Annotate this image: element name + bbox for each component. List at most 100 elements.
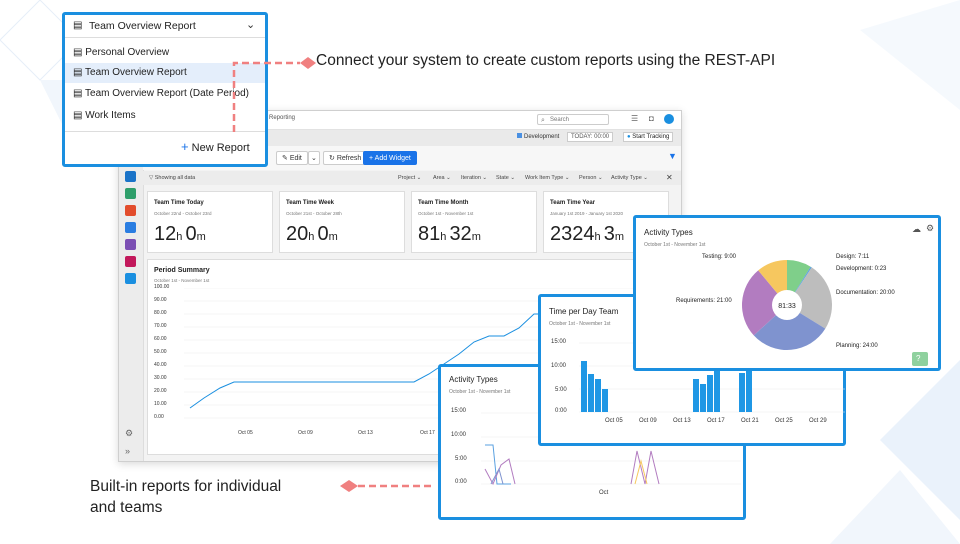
card-sub: October 21st - October 28th [286, 211, 342, 216]
filter-area[interactable]: Area ⌄ [433, 175, 451, 181]
card-sub: January 1st 2019 - January 1st 2020 [550, 211, 624, 216]
period-y-tick: 90.00 [154, 297, 167, 303]
left-nav: ⚙ » [119, 146, 144, 461]
y-tick: 5:00 [555, 387, 567, 393]
card-value: 12h 0m [154, 223, 206, 245]
pipelines-icon[interactable] [125, 222, 136, 233]
y-tick: 0:00 [455, 479, 467, 485]
start-tracking-button[interactable]: ● Start Tracking [623, 132, 674, 142]
dropdown-header[interactable]: ▤ Team Overview Report ⌄ [65, 15, 265, 38]
repos-icon[interactable] [125, 188, 136, 199]
card-title: Team Time Today [154, 200, 204, 206]
widget-title: Time per Day Team [549, 307, 619, 316]
boards-icon[interactable] [125, 171, 136, 182]
development-tag[interactable]: Development [517, 133, 559, 140]
artifacts-icon[interactable] [125, 256, 136, 267]
y-tick: 10:00 [551, 363, 567, 369]
period-y-tick: 100.00 [154, 284, 170, 290]
pie-center [772, 290, 802, 320]
y-tick: 5:00 [455, 456, 467, 462]
card-today[interactable]: Team Time Today October 22nd - October 2… [147, 191, 273, 253]
report-dropdown[interactable]: ▤ Team Overview Report ⌄ ▤ Personal Over… [62, 12, 268, 167]
new-report-button[interactable]: + New Report [181, 139, 250, 154]
bottom-callout-connector [340, 480, 432, 492]
report-icon: ▤ [73, 88, 86, 99]
card-title: Team Time Year [550, 200, 596, 206]
timetracker-icon[interactable] [125, 273, 136, 284]
x-tick: Oct [599, 490, 609, 496]
play-icon: ● [627, 134, 631, 140]
edit-dropdown[interactable]: ⌄ [308, 151, 320, 165]
settings-icon[interactable]: ⚙ [125, 428, 134, 438]
widget-sub: October 1st - November 1st [644, 242, 706, 248]
pie-slice-3[interactable] [753, 305, 826, 350]
search-icon: ⌕ [541, 117, 545, 124]
filter-iteration[interactable]: Iteration ⌄ [461, 175, 488, 181]
filter-person[interactable]: Person ⌄ [579, 175, 603, 181]
dropdown-item-team-overview-date[interactable]: ▤ Team Overview Report (Date Period) [73, 88, 249, 99]
card-week[interactable]: Team Time Week October 21st - October 28… [279, 191, 405, 253]
activity-types-pie-widget[interactable]: Activity Types October 1st - November 1s… [633, 215, 941, 371]
test-plans-icon[interactable] [125, 239, 136, 250]
period-y-tick: 50.00 [154, 349, 167, 355]
bag-icon[interactable]: ◘ [649, 114, 654, 123]
period-y-tick: 70.00 [154, 323, 167, 329]
avatar[interactable] [664, 114, 674, 124]
pie-slice-4[interactable] [742, 270, 787, 336]
filter-work-item-type[interactable]: Work Item Type ⌄ [525, 175, 570, 181]
widget-title: Activity Types [449, 375, 498, 384]
period-x-tick: Oct 09 [298, 430, 313, 436]
card-sub: October 22nd - October 23rd [154, 211, 212, 216]
close-filter-icon[interactable]: ✕ [666, 173, 673, 182]
search-input[interactable]: ⌕ Search [537, 114, 609, 125]
breadcrumb[interactable]: Reporting [269, 115, 296, 121]
pie-label-documentation: Documentation: 20:00 [836, 290, 895, 296]
add-widget-button[interactable]: + Add Widget [363, 151, 417, 165]
pie-slice-2[interactable] [787, 267, 832, 329]
expand-icon[interactable]: » [125, 446, 131, 456]
pie-label-design: Design: 7:11 [836, 254, 870, 260]
card-value: 20h 0m [286, 223, 338, 245]
period-y-tick: 30.00 [154, 375, 167, 381]
widget-sub: October 1st - November 1st [449, 389, 511, 395]
gear-icon[interactable]: ⚙ [926, 223, 935, 233]
top-callout-text: Connect your system to create custom rep… [316, 52, 776, 69]
search-placeholder: Search [550, 117, 570, 123]
filter-state[interactable]: State ⌄ [496, 175, 515, 181]
report-icon: ▤ [73, 20, 83, 31]
tpd-x-tick: Oct 05 [605, 418, 623, 424]
pie-label-development: Development: 0:23 [836, 266, 887, 272]
y-tick: 0:00 [555, 408, 567, 414]
period-x-tick: Oct 17 [420, 430, 435, 436]
help-icon: ? [916, 354, 921, 363]
pie-label-testing: Testing: 9:00 [702, 254, 737, 260]
bottom-callout-line1: Built-in reports for individual [90, 478, 282, 495]
tpd-x-tick: Oct 25 [775, 418, 793, 424]
filter-icon[interactable]: ▼ [668, 151, 677, 161]
list-icon[interactable]: ☰ [631, 114, 639, 123]
tpd-x-tick: Oct 21 [741, 418, 759, 424]
refresh-button[interactable]: ↻ Refresh [323, 151, 368, 165]
chevron-down-icon[interactable]: ⌄ [246, 19, 256, 31]
filter-activity-type[interactable]: Activity Type ⌄ [611, 175, 648, 181]
dropdown-divider [65, 131, 265, 132]
card-month[interactable]: Team Time Month October 1st - November 1… [411, 191, 537, 253]
period-y-tick: 80.00 [154, 310, 167, 316]
card-sub: October 1st - November 1st [418, 211, 474, 216]
period-x-tick: Oct 05 [238, 430, 253, 436]
dropdown-item-team-overview[interactable]: ▤ Team Overview Report [65, 63, 265, 83]
filter-project[interactable]: Project ⌄ [398, 175, 422, 181]
report-icon: ▤ [73, 67, 86, 78]
card-value: 81h 32m [418, 223, 481, 245]
pie-chart: 81:33 [742, 260, 832, 350]
dropdown-item-work-items[interactable]: ▤ Work Items [73, 110, 136, 121]
tpd-x-tick: Oct 29 [809, 418, 827, 424]
dropdown-item-personal-overview[interactable]: ▤ Personal Overview [73, 47, 170, 58]
help-button[interactable]: ? [912, 352, 928, 366]
y-tick: 10:00 [451, 432, 467, 438]
period-y-tick: 40.00 [154, 362, 167, 368]
wiki-icon[interactable] [125, 205, 136, 216]
edit-button[interactable]: ✎ Edit [276, 151, 308, 165]
cloud-download-icon[interactable]: ☁ [912, 224, 921, 234]
filter-bar: ▽ Showing all data Project ⌄ Area ⌄ Iter… [143, 171, 681, 185]
